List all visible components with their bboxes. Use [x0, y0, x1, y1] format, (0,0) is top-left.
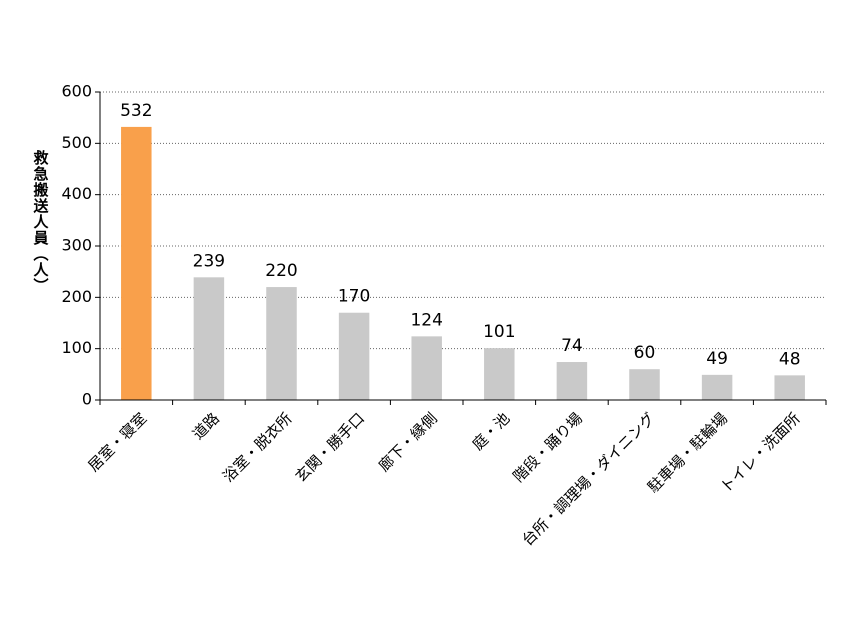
- value-label: 170: [338, 287, 370, 307]
- bar: [629, 369, 660, 400]
- bar: [556, 362, 588, 400]
- bar: [701, 374, 733, 400]
- value-label: 49: [706, 349, 728, 369]
- bar: [266, 287, 297, 400]
- y-axis-label: 救急搬送人員（人）: [32, 149, 50, 294]
- bar: [411, 336, 442, 400]
- value-label: 124: [410, 310, 442, 330]
- bar: [774, 375, 805, 400]
- value-label: 101: [483, 322, 515, 342]
- bar: [338, 312, 370, 400]
- bar: [484, 348, 515, 400]
- value-label: 532: [120, 101, 152, 121]
- value-label: 220: [265, 261, 297, 281]
- y-tick-label: 500: [61, 133, 92, 152]
- y-tick-label: 0: [82, 390, 92, 409]
- value-label: 239: [193, 251, 225, 271]
- bar: [193, 277, 225, 400]
- y-tick-label: 600: [61, 82, 92, 101]
- y-tick-label: 400: [61, 184, 92, 203]
- value-label: 74: [561, 336, 583, 356]
- value-label: 48: [779, 349, 801, 369]
- y-tick-label: 300: [61, 236, 92, 255]
- y-tick-label: 100: [61, 338, 92, 357]
- value-label: 60: [634, 343, 656, 363]
- y-tick-label: 200: [61, 287, 92, 306]
- bar: [121, 126, 152, 400]
